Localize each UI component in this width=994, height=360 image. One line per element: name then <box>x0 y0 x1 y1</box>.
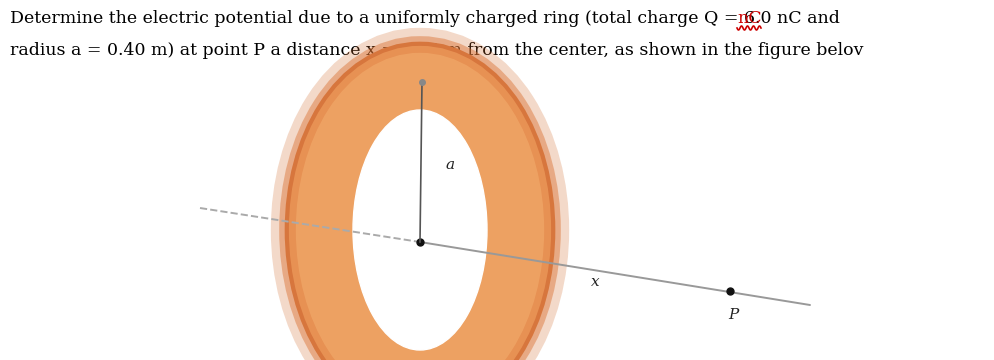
Text: radius a = 0.40 m) at point P a distance x = 0.80 m from the center, as shown in: radius a = 0.40 m) at point P a distance… <box>10 42 864 59</box>
Ellipse shape <box>353 110 487 350</box>
Text: x: x <box>590 275 599 289</box>
Text: a: a <box>445 158 454 172</box>
Text: P: P <box>728 308 739 322</box>
Text: nC: nC <box>737 10 761 27</box>
Text: Determine the electric potential due to a uniformly charged ring (total charge Q: Determine the electric potential due to … <box>10 10 840 27</box>
